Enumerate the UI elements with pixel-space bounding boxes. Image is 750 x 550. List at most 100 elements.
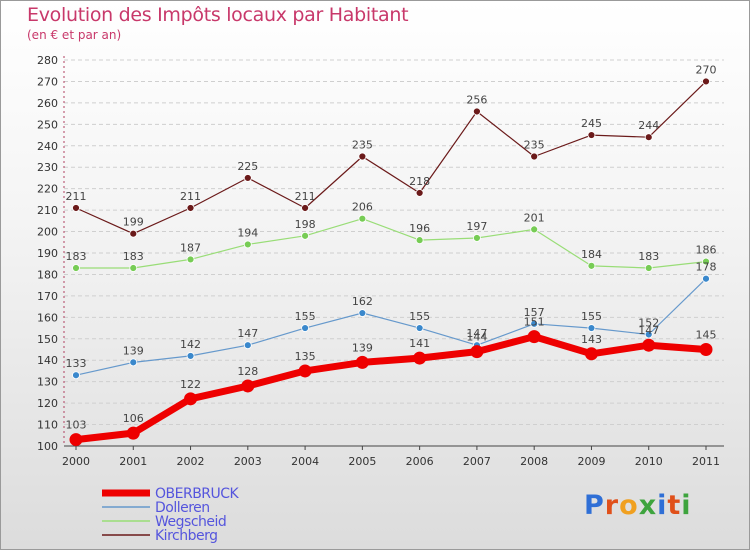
logo-letter: o xyxy=(619,490,639,521)
data-label-oberbruck: 122 xyxy=(180,378,201,391)
series-line-dolleren xyxy=(75,278,707,376)
y-tick-label: 280 xyxy=(37,54,58,67)
data-label-dolleren: 152 xyxy=(638,316,659,329)
data-point-oberbruck xyxy=(527,330,541,344)
logo-letter: x xyxy=(638,490,658,521)
x-tick-label: 2006 xyxy=(406,455,434,468)
data-label-dolleren: 157 xyxy=(524,306,545,319)
data-label-kirchberg: 245 xyxy=(581,117,602,130)
data-label-oberbruck: 128 xyxy=(237,365,258,378)
data-point-wegscheid xyxy=(530,225,539,234)
y-tick-label: 210 xyxy=(37,204,58,217)
data-point-dolleren xyxy=(702,274,710,283)
data-label-oberbruck: 147 xyxy=(638,324,659,337)
data-point-dolleren xyxy=(644,330,653,339)
data-label-oberbruck: 143 xyxy=(581,333,602,346)
data-label-wegscheid: 186 xyxy=(696,244,717,257)
data-point-kirchberg xyxy=(72,204,80,212)
data-point-wegscheid xyxy=(587,261,596,270)
data-label-oberbruck: 144 xyxy=(466,331,487,344)
data-point-kirchberg xyxy=(473,107,481,116)
y-tick-label: 150 xyxy=(37,333,58,346)
data-label-oberbruck: 141 xyxy=(409,337,430,350)
x-tick-label: 2008 xyxy=(520,455,548,468)
y-tick-label: 110 xyxy=(37,419,58,432)
y-tick-label: 200 xyxy=(37,226,58,239)
chart-subtitle: (en € et par an) xyxy=(27,28,122,42)
data-point-wegscheid xyxy=(186,255,195,264)
data-point-oberbruck xyxy=(470,345,484,359)
data-point-dolleren xyxy=(186,352,195,360)
data-label-wegscheid: 201 xyxy=(524,211,545,224)
y-tick-label: 250 xyxy=(37,118,58,131)
data-point-wegscheid xyxy=(358,214,367,223)
data-label-wegscheid: 183 xyxy=(123,250,144,263)
data-point-dolleren xyxy=(301,324,309,332)
y-tick-label: 190 xyxy=(37,247,58,260)
logo-letter: i xyxy=(681,490,692,521)
data-label-wegscheid: 184 xyxy=(581,248,602,261)
y-tick-label: 220 xyxy=(37,183,58,196)
data-label-oberbruck: 103 xyxy=(66,419,87,432)
data-label-dolleren: 139 xyxy=(123,344,144,357)
data-point-wegscheid xyxy=(644,264,653,272)
data-point-oberbruck xyxy=(584,347,598,361)
data-label-dolleren: 155 xyxy=(409,310,430,323)
data-point-kirchberg xyxy=(301,204,309,212)
data-label-kirchberg: 211 xyxy=(295,190,316,203)
data-point-kirchberg xyxy=(644,133,653,142)
data-label-oberbruck: 145 xyxy=(696,329,717,342)
data-point-kirchberg xyxy=(587,131,596,139)
logo-letter: P xyxy=(584,490,605,521)
x-tick-label: 2004 xyxy=(291,455,319,468)
logo-letter: t xyxy=(667,490,682,521)
data-point-wegscheid xyxy=(473,234,481,242)
data-point-wegscheid xyxy=(129,264,138,272)
data-point-wegscheid xyxy=(243,240,252,249)
legend-label-dolleren: Dolleren xyxy=(155,500,210,516)
legend-label-wegscheid: Wegscheid xyxy=(155,514,226,530)
data-label-wegscheid: 187 xyxy=(180,241,201,254)
data-point-kirchberg xyxy=(358,152,367,161)
data-label-dolleren: 147 xyxy=(237,327,258,340)
data-point-kirchberg xyxy=(243,174,252,182)
data-label-kirchberg: 235 xyxy=(524,139,545,152)
legend-label-kirchberg: Kirchberg xyxy=(155,528,218,544)
data-point-kirchberg xyxy=(702,77,710,86)
data-point-kirchberg xyxy=(129,229,138,238)
data-point-oberbruck xyxy=(126,426,140,440)
y-tick-label: 230 xyxy=(37,161,58,174)
data-point-wegscheid xyxy=(415,236,424,245)
data-label-wegscheid: 194 xyxy=(237,226,258,239)
y-tick-label: 130 xyxy=(37,376,58,389)
y-tick-label: 140 xyxy=(37,354,58,367)
data-label-kirchberg: 225 xyxy=(237,160,258,173)
data-label-kirchberg: 199 xyxy=(123,216,144,229)
data-point-dolleren xyxy=(415,324,424,332)
data-label-kirchberg: 218 xyxy=(409,175,430,188)
x-tick-label: 2007 xyxy=(463,455,491,468)
data-point-dolleren xyxy=(129,358,138,367)
data-point-oberbruck xyxy=(642,338,656,352)
data-point-wegscheid xyxy=(702,257,710,266)
data-point-wegscheid xyxy=(72,264,80,272)
y-tick-label: 100 xyxy=(37,440,58,453)
data-point-dolleren xyxy=(358,309,367,317)
x-tick-label: 2009 xyxy=(577,455,605,468)
y-tick-label: 180 xyxy=(37,268,58,281)
data-label-dolleren: 133 xyxy=(66,357,87,370)
data-label-kirchberg: 244 xyxy=(638,119,659,132)
y-tick-label: 240 xyxy=(37,140,58,153)
data-point-kirchberg xyxy=(186,204,195,212)
data-label-oberbruck: 135 xyxy=(295,350,316,363)
data-point-oberbruck xyxy=(413,351,427,365)
data-point-oberbruck xyxy=(184,392,198,406)
series-line-oberbruck xyxy=(75,333,707,444)
data-point-dolleren xyxy=(587,324,596,332)
y-tick-label: 260 xyxy=(37,97,58,110)
data-label-wegscheid: 196 xyxy=(409,222,430,235)
data-label-kirchberg: 211 xyxy=(66,190,87,203)
chart-title: Evolution des Impôts locaux par Habitant xyxy=(27,4,409,26)
